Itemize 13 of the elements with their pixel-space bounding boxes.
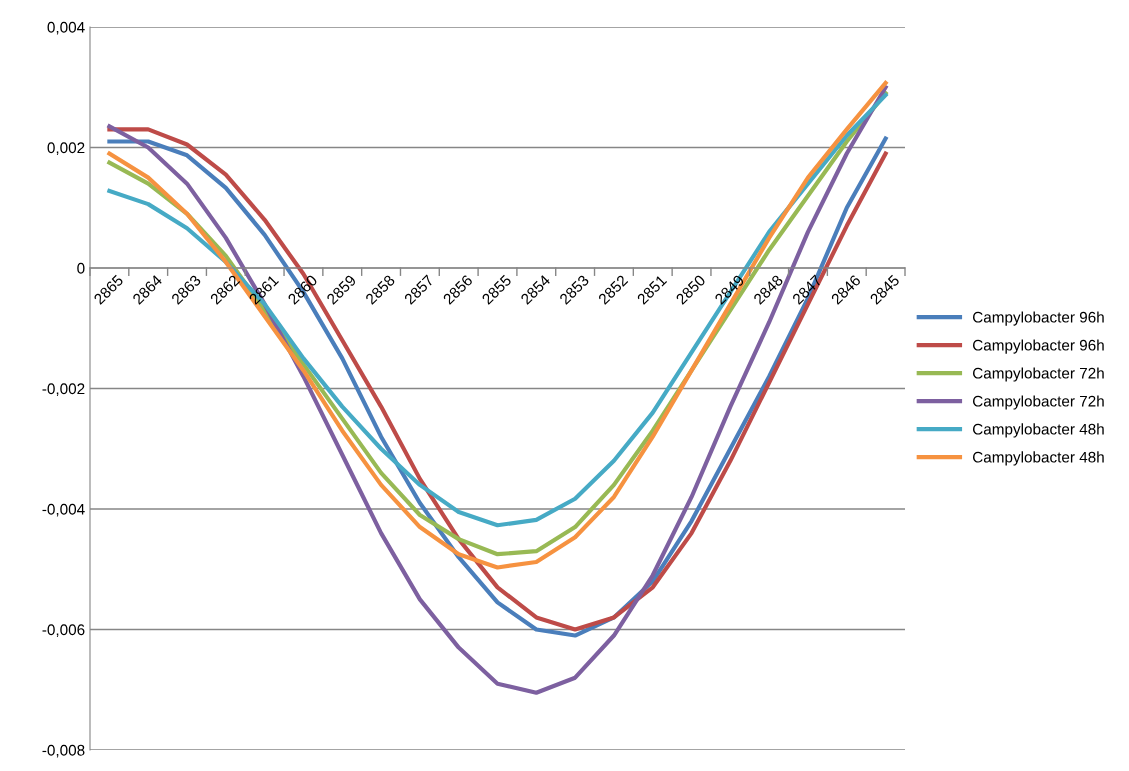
y-tick-label: -0,004	[42, 503, 85, 517]
y-tick-label: -0,002	[42, 383, 85, 396]
legend-label: Campylobacter 48h	[973, 451, 1104, 466]
y-tick-label: -0,006	[42, 624, 85, 637]
legend-label: Campylobacter 96h	[973, 311, 1104, 326]
legend-label: Campylobacter 72h	[973, 367, 1104, 382]
y-tick-label: 0	[77, 262, 85, 274]
y-tick-label: 0,002	[47, 142, 85, 155]
y-tick-label: 0,004	[47, 21, 85, 35]
legend-label: Campylobacter 48h	[973, 423, 1104, 438]
y-tick-label: -0,008	[42, 744, 85, 758]
legend-label: Campylobacter 96h	[973, 339, 1104, 354]
legend-label: Campylobacter 72h	[973, 395, 1104, 410]
